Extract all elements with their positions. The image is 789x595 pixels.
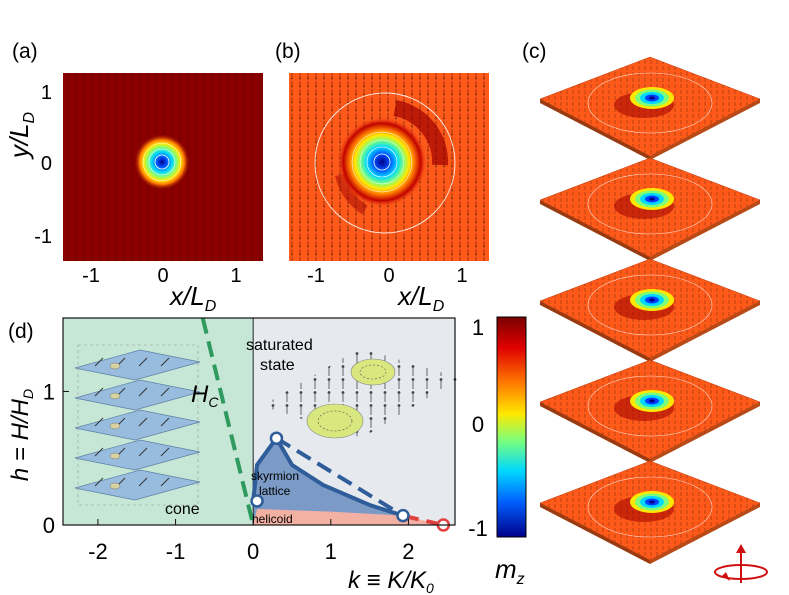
slab-stack bbox=[539, 56, 761, 564]
inset-skyrmion-2 bbox=[350, 358, 396, 386]
helicoid-label: helicoid bbox=[252, 512, 293, 526]
panel-d-label: (d) bbox=[8, 320, 34, 343]
phase-x-tick-1: -1 bbox=[166, 539, 186, 564]
y-axis-label-top: y/LD bbox=[4, 111, 38, 160]
y-tick-1: 1 bbox=[41, 82, 52, 104]
b-x-tick-minus1: -1 bbox=[307, 265, 325, 287]
region-helicoid bbox=[253, 508, 444, 525]
phase-boundaries bbox=[200, 317, 444, 527]
colorbar: 1 0 -1 mz bbox=[468, 315, 527, 588]
slab-3 bbox=[539, 258, 761, 362]
saturated-label-1: saturated bbox=[246, 337, 313, 354]
saturated-inset-illustration bbox=[262, 348, 460, 439]
line-helicoid-boundary bbox=[402, 513, 444, 527]
phase-y-axis-label: h = H/HD bbox=[7, 389, 36, 481]
colorbar-label: mz bbox=[495, 554, 525, 588]
slab-skyrmion-5 bbox=[630, 491, 674, 513]
phase-frame bbox=[62, 317, 456, 526]
a-x-axis-label: x/LD bbox=[168, 281, 217, 315]
rotation-axis-icon bbox=[714, 544, 768, 583]
a-x-tick-minus1: -1 bbox=[82, 265, 100, 287]
b-x-tick-0: 0 bbox=[383, 265, 394, 287]
phase-x-tick-2: 0 bbox=[247, 539, 259, 564]
colorbar-tick-1: 1 bbox=[472, 315, 484, 340]
colorbar-tick-0: 0 bbox=[472, 412, 484, 437]
skyrmion-label-2: lattice bbox=[259, 484, 291, 498]
line-skyrmion-saturated-dashed bbox=[275, 436, 405, 518]
saturated-label-2: state bbox=[260, 357, 295, 374]
a-x-tick-0: 0 bbox=[157, 265, 168, 287]
slab-skyrmion-4 bbox=[630, 390, 674, 412]
panel-a-label: (a) bbox=[12, 40, 38, 63]
slab-skyrmion-3 bbox=[630, 289, 674, 311]
cone-plane-3 bbox=[74, 409, 201, 441]
phase-x-tick-3: 1 bbox=[325, 539, 337, 564]
colorbar-tick-minus1: -1 bbox=[468, 516, 488, 541]
slab-skyrmion-1 bbox=[630, 87, 674, 109]
b-x-tick-1: 1 bbox=[456, 265, 467, 287]
cone-plane-4 bbox=[74, 439, 201, 471]
slab-5 bbox=[539, 460, 761, 564]
a-x-tick-1: 1 bbox=[230, 265, 241, 287]
hc-label: HC bbox=[191, 381, 219, 410]
line-H_C bbox=[200, 317, 256, 526]
phase-x-axis-label: k ≡ K/K0 bbox=[348, 567, 434, 595]
phase-y-tick-0: 0 bbox=[43, 513, 55, 538]
slab-skyrmion-2 bbox=[630, 188, 674, 210]
panel-a: (a) y/LD 1 0 -1 -1 0 1 x/LD bbox=[4, 40, 263, 315]
cone-plane-1 bbox=[74, 349, 201, 381]
skyrmion-label-1: skyrmion bbox=[251, 469, 299, 483]
point-right bbox=[396, 508, 410, 523]
skyrmion-b bbox=[337, 117, 427, 207]
panel-b: (b) -1 0 1 x/LD bbox=[275, 40, 489, 315]
panel-c-label: (c) bbox=[522, 40, 547, 63]
skyrmion-a bbox=[134, 134, 190, 190]
b-x-axis-label: x/LD bbox=[396, 281, 445, 315]
panel-c: (c) bbox=[522, 40, 768, 583]
inset-skyrmion-1 bbox=[306, 403, 364, 439]
panel-d: (d) -2 -1 0 1 2 0 1 saturated state skyrmion l… bbox=[7, 317, 460, 595]
y-tick-0: 0 bbox=[41, 153, 52, 175]
cone-plane-2 bbox=[74, 379, 201, 411]
slab-2 bbox=[539, 157, 761, 261]
phase-x-tick-0: -2 bbox=[88, 539, 108, 564]
phase-points bbox=[250, 431, 451, 532]
phase-axis-ticks: -2 -1 0 1 2 0 1 bbox=[43, 317, 456, 564]
point-left bbox=[250, 494, 264, 508]
line-skyrmion-boundary bbox=[251, 434, 404, 518]
slab-1 bbox=[539, 56, 761, 160]
cone-plane-5 bbox=[74, 469, 201, 501]
slab-4 bbox=[539, 359, 761, 463]
cone-label: cone bbox=[165, 501, 200, 518]
cone-inset-illustration bbox=[74, 344, 201, 506]
panel-b-label: (b) bbox=[275, 40, 301, 63]
phase-y-tick-1: 1 bbox=[43, 379, 55, 404]
phase-x-tick-4: 2 bbox=[402, 539, 414, 564]
colorbar-gradient bbox=[496, 316, 527, 538]
y-tick-minus1: -1 bbox=[34, 226, 52, 248]
point-upper bbox=[269, 431, 284, 445]
